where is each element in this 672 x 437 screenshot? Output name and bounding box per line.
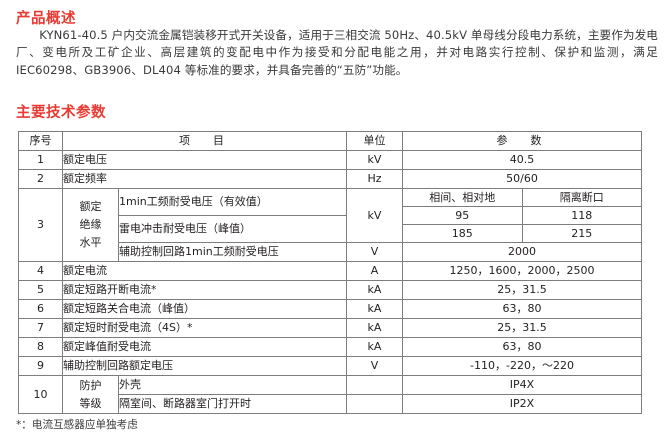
- row-param: 40.5: [402, 150, 642, 170]
- row-group-label-line: 绝缘: [79, 218, 102, 231]
- table-row: 雷电冲击耐受电压（峰值）: [19, 215, 642, 243]
- row-unit: kV: [346, 150, 403, 170]
- table-row: 隔室间、断路器室门打开时 IP2X: [19, 394, 642, 414]
- row-item: 额定短路关合电流（峰值）: [62, 299, 347, 319]
- row-param: 50/60: [402, 169, 642, 189]
- row-param-matrix: 相间、相对地 隔离断口 95 118 185 215: [402, 188, 642, 243]
- row-param: -110，-220，～220: [402, 356, 642, 376]
- row-item: 额定频率: [62, 169, 347, 189]
- row-no: 3: [18, 188, 63, 262]
- row-no: 1: [18, 150, 63, 170]
- row-no: 4: [18, 261, 63, 281]
- row-unit: V: [346, 356, 403, 376]
- row-item: 额定电压: [62, 150, 347, 170]
- table-row: 7 额定短时耐受电流（4S）* kA 25，31.5: [18, 318, 642, 338]
- row-unit: kA: [346, 318, 403, 338]
- row-group-label: 额定 绝缘 水平: [62, 188, 119, 262]
- row-subitem: 雷电冲击耐受电压（峰值）: [118, 215, 347, 243]
- row-unit: Hz: [346, 169, 403, 189]
- table-row: 1 额定电压 kV 40.5: [18, 150, 642, 170]
- row-group-label-line: 等级: [79, 396, 102, 410]
- row-param: 25，31.5: [402, 318, 642, 338]
- header-unit: 单位: [346, 131, 403, 151]
- matrix-col-header: 隔离断口: [521, 189, 641, 207]
- matrix-col-header: 相间、相对地: [403, 189, 523, 207]
- row-param: 2000: [402, 242, 642, 262]
- table-footnote: *：电流互感器应单独考虑: [16, 419, 138, 431]
- row-unit: kA: [346, 337, 403, 357]
- row-unit: kA: [346, 299, 403, 319]
- header-item: 项 目: [62, 131, 347, 151]
- table-row: 2 额定频率 Hz 50/60: [18, 169, 642, 189]
- row-item: 额定峰值耐受电流: [62, 337, 347, 357]
- row-param: 63，80: [402, 337, 642, 357]
- matrix-cell: 95: [403, 206, 523, 225]
- row-param: 25，31.5: [402, 280, 642, 300]
- row-param: 1250，1600，2000，2500: [402, 261, 642, 281]
- overview-paragraph: KYN61-40.5 户内交流金属铠装移开式开关设备，适用于三相交流 50Hz、…: [16, 28, 659, 77]
- header-param: 参 数: [402, 131, 642, 151]
- row-no: 8: [18, 337, 63, 357]
- row-param: IP2X: [402, 394, 642, 414]
- specs-section-title: 主要技术参数: [16, 105, 106, 121]
- row-group-label-line: 水平: [79, 236, 102, 249]
- row-subitem: 1min工频耐受电压（有效值）: [118, 188, 347, 216]
- row-subitem: 辅助控制回路1min工频耐受电压: [118, 242, 347, 262]
- insulation-matrix: 相间、相对地 隔离断口 95 118 185 215: [403, 189, 641, 242]
- table-row: 3 额定 绝缘 水平 1min工频耐受电压（有效值） kV 相间、相对地 隔离断…: [18, 188, 642, 262]
- row-subitem: 外壳: [118, 375, 347, 395]
- row-unit: V: [346, 242, 403, 262]
- row-unit: kV: [346, 188, 403, 243]
- row-param: 63，80: [402, 299, 642, 319]
- row-param: IP4X: [402, 375, 642, 395]
- row-group-label-line: 防护: [79, 378, 102, 392]
- matrix-header-row: 相间、相对地 隔离断口: [403, 189, 641, 207]
- row-group-label-line: 额定: [79, 200, 102, 213]
- matrix-row: 185 215: [403, 224, 641, 242]
- table-row: 9 辅助控制回路额定电压 V -110，-220，～220: [18, 356, 642, 376]
- row-item: 额定短时耐受电流（4S）*: [62, 318, 347, 338]
- row-item: 辅助控制回路额定电压: [62, 356, 347, 376]
- table-row: 5 额定短路开断电流* kA 25，31.5: [18, 280, 642, 300]
- specs-table: 序号 项 目 单位 参 数 1 额定电压 kV 40.5 2 额定频率 Hz 5…: [18, 131, 642, 414]
- header-no: 序号: [18, 131, 63, 151]
- row-no: 5: [18, 280, 63, 300]
- table-header-row: 序号 项 目 单位 参 数: [18, 131, 642, 151]
- row-item: 额定电流: [62, 261, 347, 281]
- overview-section-title: 产品概述: [16, 11, 76, 27]
- row-subitem: 隔室间、断路器室门打开时: [118, 394, 347, 414]
- table-row: 10 防护 等级 外壳 IP4X: [18, 375, 642, 414]
- row-unit: [346, 394, 403, 414]
- row-unit: kA: [346, 280, 403, 300]
- matrix-cell: 215: [521, 224, 641, 242]
- row-no: 6: [18, 299, 63, 319]
- row-no: 7: [18, 318, 63, 338]
- row-no: 9: [18, 356, 63, 376]
- table-row: 8 额定峰值耐受电流 kA 63，80: [18, 337, 642, 357]
- table-row: 6 额定短路关合电流（峰值） kA 63，80: [18, 299, 642, 319]
- row-unit: [346, 375, 403, 395]
- matrix-cell: 118: [521, 206, 641, 225]
- row-no: 2: [18, 169, 63, 189]
- table-row: 4 额定电流 A 1250，1600，2000，2500: [18, 261, 642, 281]
- row-item: 额定短路开断电流*: [62, 280, 347, 300]
- matrix-cell: 185: [403, 224, 523, 242]
- matrix-row: 95 118: [403, 206, 641, 225]
- row-unit: A: [346, 261, 403, 281]
- row-no: 10: [18, 375, 63, 414]
- table-row: 辅助控制回路1min工频耐受电压 V 2000: [19, 242, 642, 262]
- row-group-label: 防护 等级: [62, 375, 119, 414]
